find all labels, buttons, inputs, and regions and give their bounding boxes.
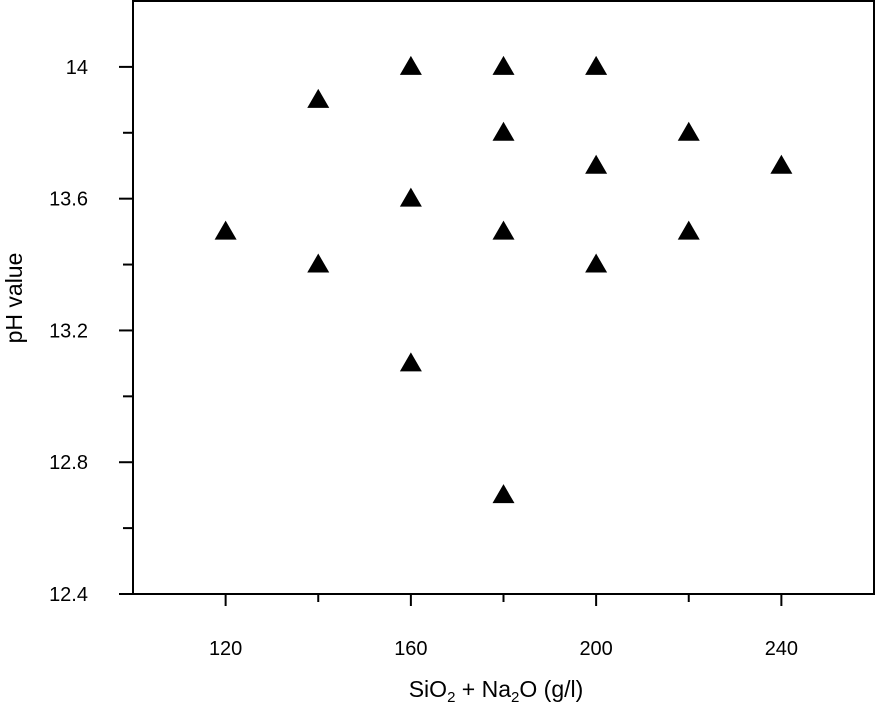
data-point-triangle	[585, 154, 608, 174]
x-tick-label: 200	[579, 638, 612, 660]
x-tick-label: 120	[209, 638, 242, 660]
data-point-triangle	[770, 154, 793, 174]
data-point-triangle	[677, 121, 700, 141]
data-point-triangle	[585, 253, 608, 273]
x-axis-title-subscript: 2	[447, 689, 455, 704]
y-tick-label: 13.2	[49, 320, 88, 342]
data-point-triangle	[492, 484, 515, 504]
x-axis-title-subscript: 2	[511, 689, 519, 704]
data-point-triangle	[492, 220, 515, 240]
data-point-triangle	[585, 55, 608, 75]
data-point-triangle	[399, 55, 422, 75]
data-point-triangle	[492, 121, 515, 141]
data-point-triangle	[492, 55, 515, 75]
y-tick-label: 14	[66, 57, 88, 79]
y-axis-title: pH value	[1, 253, 27, 344]
y-tick-label: 12.8	[49, 452, 88, 474]
x-tick-label: 160	[394, 638, 427, 660]
x-axis-title-part: SiO	[409, 676, 447, 702]
data-point-triangle	[307, 253, 330, 273]
y-axis-ticks: 12.4 12.8 13.2 13.6 14	[49, 57, 133, 606]
data-point-triangle	[399, 187, 422, 207]
x-axis-ticks: 120 160 200 240	[209, 594, 798, 660]
x-axis-title: SiO2 + Na2O (g/l)	[409, 676, 584, 703]
data-point-triangle	[677, 220, 700, 240]
x-axis-title-part: + Na	[455, 676, 511, 702]
plot-frame	[132, 0, 875, 595]
data-point-triangle	[307, 88, 330, 108]
x-tick-label: 240	[765, 638, 798, 660]
y-tick-label: 13.6	[49, 189, 88, 211]
x-axis-title-part: O (g/l)	[519, 676, 583, 702]
data-points	[214, 55, 793, 504]
data-point-triangle	[399, 352, 422, 372]
data-point-triangle	[214, 220, 237, 240]
y-tick-label: 12.4	[49, 584, 88, 606]
